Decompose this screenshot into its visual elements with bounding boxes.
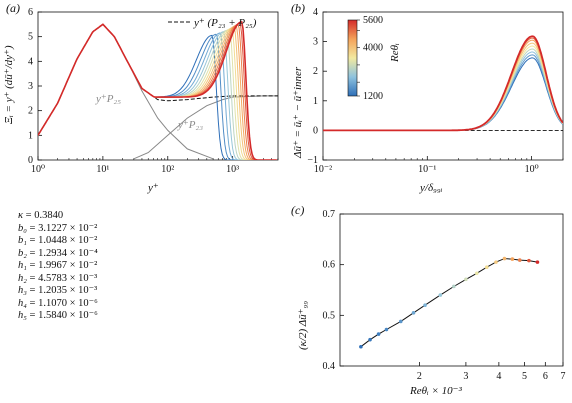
panel-a-legend-text: y⁺ (P₂₃ + P₂₅) xyxy=(193,17,257,29)
delta-u-curve-3 xyxy=(323,48,563,131)
param-row: b₀ = 3.1227 × 10⁻² xyxy=(18,222,98,234)
param-row: h₃ = 1.2035 × 10⁻³ xyxy=(18,285,98,296)
delta-u-curve-1 xyxy=(323,54,563,131)
x-tick-label: 2 xyxy=(417,371,422,382)
annotation-yP25: y⁺P₂₅ xyxy=(95,93,121,105)
annotation-yP23: y⁺P₂₃ xyxy=(177,119,203,131)
data-point xyxy=(411,311,416,315)
data-point xyxy=(527,258,531,263)
y-tick-label: 1 xyxy=(28,130,33,141)
panel-c-ylabel: (κ/2) Δū⁺₉₉ xyxy=(297,301,309,350)
panel-b-ticks: 10⁻² 10⁻¹ 10⁰ −1 0 1 2 3 4 xyxy=(307,7,564,175)
param-row: h₁ = 1.9967 × 10⁻² xyxy=(18,260,98,271)
y-tick-label: 1 xyxy=(313,96,318,107)
data-point xyxy=(438,293,443,297)
delta-u-curve-8 xyxy=(323,35,563,132)
y-tick-label: 0 xyxy=(313,125,318,136)
x-tick-label: 5 xyxy=(522,371,527,382)
y-tick-label: 0.4 xyxy=(323,361,336,372)
param-row: b₁ = 1.0448 × 10⁻² xyxy=(18,235,98,246)
data-point xyxy=(464,277,468,282)
delta-u-curve-6 xyxy=(323,39,563,131)
data-point xyxy=(517,258,522,262)
panel-a-ticks: 10⁰ 10¹ 10² 10³ 0 1 2 3 4 5 6 xyxy=(28,7,279,175)
panel-c-ticks: 2 3 4 5 6 7 0.4 0.5 0.6 0.7 xyxy=(323,209,566,382)
y-tick-label: 4 xyxy=(313,7,318,18)
y-tick-label: 3 xyxy=(28,81,33,92)
y-tick-label: 6 xyxy=(28,7,33,18)
curve-Re-8 xyxy=(38,23,277,160)
y-tick-label: 0.5 xyxy=(323,310,336,321)
data-point xyxy=(494,260,498,264)
param-row: h₂ = 4.5783 × 10⁻³ xyxy=(18,272,98,284)
panel-b-frame xyxy=(322,11,564,161)
y-tick-label: 0.6 xyxy=(323,260,336,271)
x-tick-label: 10⁻² xyxy=(314,164,332,175)
colorbar xyxy=(347,19,358,97)
colorbar-tick-label: 5600 xyxy=(363,15,383,26)
colorbar-label: Reθᵢ xyxy=(389,43,401,63)
data-point xyxy=(399,319,403,324)
panel-b-label: (b) xyxy=(291,1,305,15)
data-point xyxy=(535,260,540,264)
data-point xyxy=(475,271,479,276)
curve-Re-11 xyxy=(38,20,277,160)
data-point xyxy=(452,284,456,289)
delta-u-curve-5 xyxy=(323,42,563,131)
y-tick-label: 0.7 xyxy=(323,209,336,220)
panel-a-label: (a) xyxy=(6,1,20,15)
data-point xyxy=(502,256,507,261)
data-point xyxy=(368,337,372,342)
x-tick-label: 10⁰ xyxy=(31,164,45,175)
x-tick-label: 10⁻¹ xyxy=(418,164,436,175)
parameter-list: κ = 0.3840 b₀ = 3.1227 × 10⁻² b₁ = 1.044… xyxy=(18,210,98,323)
x-tick-label: 7 xyxy=(561,371,566,382)
param-row: h₅ = 1.5840 × 10⁻⁶ xyxy=(18,310,98,321)
delta-u-curve-2 xyxy=(323,51,563,131)
x-tick-label: 10³ xyxy=(226,164,239,175)
panel-b-curves xyxy=(323,35,563,132)
data-point xyxy=(376,332,381,336)
param-row: b₂ = 1.2934 × 10⁻⁴ xyxy=(18,247,98,259)
colorbar-tick-label: 4000 xyxy=(363,43,383,54)
y-tick-label: −1 xyxy=(307,155,318,166)
y-tick-label: 2 xyxy=(313,66,318,77)
colorbar-ticks: 1200 4000 5600 xyxy=(357,15,383,102)
panel-c-label: (c) xyxy=(291,203,304,217)
x-tick-label: 10² xyxy=(161,164,174,175)
panel-b-xlabel: y/δ₉₉ᵢ xyxy=(419,182,443,194)
y-tick-label: 4 xyxy=(28,56,33,67)
curve-yP23 xyxy=(133,95,278,160)
panel-c-xlabel: Reθᵢ × 10⁻³ xyxy=(409,385,462,397)
x-tick-label: 10⁰ xyxy=(525,164,539,175)
panel-a-xlabel: y⁺ xyxy=(147,182,159,194)
param-row: h₄ = 1.1070 × 10⁻⁶ xyxy=(18,297,98,309)
panel-a-curves xyxy=(38,20,278,160)
panel-a-ylabel: Ξᵢ = y⁺ (dū⁺/dy⁺) xyxy=(3,45,15,124)
x-tick-label: 3 xyxy=(463,371,468,382)
delta-u-curve-4 xyxy=(323,45,563,131)
y-tick-label: 2 xyxy=(28,106,33,117)
x-tick-label: 6 xyxy=(543,371,548,382)
kappa-curve xyxy=(360,258,538,348)
param-row: κ = 0.3840 xyxy=(18,210,64,221)
data-point xyxy=(510,257,515,261)
panel-b-ylabel: Δū⁺ = ūᵢ⁺ − ū⁺inner xyxy=(292,66,304,159)
panel-c-curves xyxy=(359,256,540,349)
colorbar-tick-label: 1200 xyxy=(363,91,383,102)
x-tick-label: 4 xyxy=(496,371,501,382)
data-point xyxy=(423,303,427,308)
panel-c-frame xyxy=(339,213,564,367)
data-point xyxy=(384,327,389,332)
data-point xyxy=(484,265,489,270)
x-tick-label: 10¹ xyxy=(96,164,109,175)
delta-u-curve-0 xyxy=(323,57,563,131)
curve-yP25 xyxy=(38,23,214,160)
y-tick-label: 5 xyxy=(28,32,33,43)
data-point xyxy=(359,344,363,349)
y-tick-label: 0 xyxy=(28,155,33,166)
y-tick-label: 3 xyxy=(313,37,318,48)
